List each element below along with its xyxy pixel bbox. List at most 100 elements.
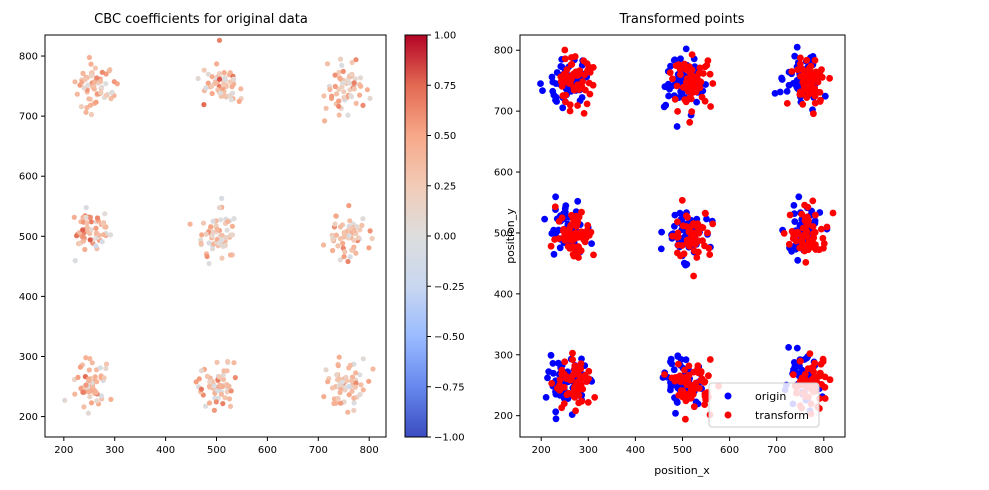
colorbar-tick-label: −1.00 <box>434 433 465 444</box>
scatter-point <box>218 217 224 223</box>
scatter-point-transform <box>682 373 690 381</box>
scatter-point-transform <box>690 381 698 389</box>
scatter-point-origin <box>790 359 798 366</box>
scatter-point <box>94 75 100 81</box>
scatter-point-transform <box>816 370 824 377</box>
x-tick-label: 300 <box>579 445 598 456</box>
scatter-point <box>86 54 92 61</box>
scatter-point-transform <box>826 376 834 384</box>
y-tick-label: 800 <box>19 52 38 63</box>
scatter-point-origin <box>667 62 674 70</box>
scatter-point-transform <box>682 415 689 423</box>
scatter-point <box>219 195 225 201</box>
scatter-point-transform <box>810 85 818 93</box>
scatter-point-origin <box>542 394 550 401</box>
scatter-point <box>216 374 222 380</box>
scatter-point <box>334 91 340 97</box>
scatter-point-transform <box>688 108 696 116</box>
scatter-point-transform <box>677 71 684 78</box>
scatter-point-transform <box>707 103 714 110</box>
colorbar-tick-label: 0.00 <box>434 232 456 243</box>
scatter-point <box>219 237 225 243</box>
scatter-point-transform <box>573 222 580 230</box>
scatter-point-transform <box>816 98 824 105</box>
scatter-point <box>87 237 93 243</box>
colorbar-tick-label: −0.75 <box>434 382 465 393</box>
scatter-point <box>99 69 105 75</box>
scatter-point-transform <box>816 89 824 96</box>
scatter-point-transform <box>666 69 674 76</box>
scatter-point <box>100 220 106 226</box>
scatter-point-transform <box>684 394 692 402</box>
scatter-point-transform <box>571 216 579 224</box>
x-tick-label: 200 <box>532 445 551 456</box>
scatter-point <box>88 219 94 225</box>
scatter-point-transform <box>689 88 697 96</box>
scatter-point <box>109 89 115 95</box>
scatter-point <box>219 232 225 238</box>
scatter-point <box>86 367 92 373</box>
scatter-point-origin <box>578 94 586 101</box>
scatter-point <box>357 75 364 81</box>
scatter-point <box>102 224 108 230</box>
scatter-point <box>199 232 205 238</box>
scatter-point-origin <box>552 415 560 423</box>
x-tick-label: 800 <box>814 445 833 456</box>
scatter-point-origin <box>693 98 700 106</box>
scatter-point-transform <box>669 75 676 83</box>
scatter-point <box>221 70 227 76</box>
scatter-point <box>360 356 366 362</box>
scatter-point <box>333 213 339 219</box>
scatter-point <box>103 365 109 372</box>
x-tick-label: 700 <box>767 445 786 456</box>
scatter-point-origin <box>660 103 668 111</box>
scatter-point-transform <box>818 225 825 233</box>
scatter-point-origin <box>776 88 784 96</box>
scatter-point <box>201 67 207 73</box>
scatter-point <box>62 397 68 403</box>
scatter-point-transform <box>573 249 581 257</box>
scatter-point <box>367 95 373 101</box>
scatter-point-transform <box>702 210 709 218</box>
scatter-point <box>347 80 353 86</box>
scatter-point <box>209 90 215 97</box>
scatter-point <box>97 365 103 371</box>
scatter-point <box>336 103 342 109</box>
scatter-point-transform <box>572 407 579 415</box>
scatter-point-transform <box>809 223 817 230</box>
scatter-point-origin <box>677 55 684 63</box>
scatter-point-transform <box>674 233 682 241</box>
scatter-point <box>339 80 346 86</box>
scatter-point <box>351 400 357 406</box>
scatter-point-transform <box>806 350 814 358</box>
scatter-point-origin <box>821 92 829 100</box>
scatter-point-transform <box>685 82 693 90</box>
scatter-point-transform <box>590 251 597 259</box>
scatter-point-transform <box>823 223 831 231</box>
scatter-point <box>351 395 357 401</box>
scatter-point-transform <box>799 71 807 79</box>
scatter-point-transform <box>821 383 829 391</box>
scatter-point <box>336 354 342 360</box>
scatter-point <box>354 224 360 230</box>
scatter-point-origin <box>548 73 556 81</box>
scatter-point <box>342 249 348 255</box>
scatter-point-transform <box>577 360 585 368</box>
scatter-point <box>222 395 228 401</box>
scatter-point <box>351 244 357 250</box>
scatter-point-transform <box>706 251 714 258</box>
scatter-point-origin <box>588 240 595 248</box>
scatter-point-transform <box>668 374 676 382</box>
scatter-point <box>229 223 235 229</box>
scatter-point-transform <box>811 228 819 236</box>
scatter-point-transform <box>780 230 788 237</box>
scatter-point <box>81 85 87 91</box>
scatter-point-transform <box>686 68 693 76</box>
scatter-point-origin <box>574 197 582 205</box>
legend-box <box>708 382 820 428</box>
x-tick-label: 600 <box>258 445 277 456</box>
scatter-point <box>330 236 336 243</box>
colorbar-tick-label: 0.75 <box>434 81 456 92</box>
scatter-point <box>214 226 220 232</box>
y-axis-label: position_y <box>504 208 517 264</box>
